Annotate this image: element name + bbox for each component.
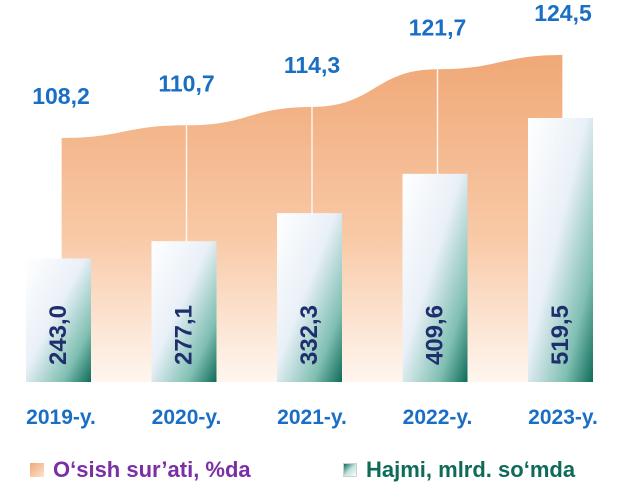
volume-value-label: 332,3	[296, 305, 323, 365]
volume-bar	[26, 258, 91, 382]
volume-value-label: 409,6	[422, 305, 449, 365]
x-tick-label: 2023-y.	[528, 406, 598, 429]
volume-bar	[151, 241, 217, 382]
volume-value-label: 243,0	[45, 305, 72, 365]
growth-value-label: 121,7	[409, 14, 467, 40]
growth-value-label: 124,5	[534, 0, 592, 26]
x-tick-label: 2022-y.	[403, 406, 473, 429]
growth-value-label: 114,3	[284, 52, 340, 78]
x-tick-label: 2020-y.	[152, 406, 222, 429]
volume-value-label: 519,5	[547, 305, 574, 365]
legend-label-volume: Hajmi, mlrd. so‘mda	[366, 457, 576, 482]
legend-swatch-growth	[30, 463, 44, 477]
x-tick-label: 2019-y.	[26, 406, 96, 429]
legend-label-growth: O‘sish sur’ati, %da	[53, 457, 251, 482]
legend-item-growth: O‘sish sur’ati, %da	[30, 452, 251, 488]
x-tick-label: 2021-y.	[277, 406, 347, 429]
growth-value-label: 110,7	[158, 70, 214, 96]
growth-value-label: 108,2	[32, 83, 90, 109]
legend-swatch-volume	[343, 463, 357, 477]
volume-bar	[528, 118, 593, 382]
legend-item-volume: Hajmi, mlrd. so‘mda	[343, 452, 575, 488]
volume-bar	[277, 213, 342, 382]
volume-value-label: 277,1	[171, 305, 198, 365]
volume-bar	[402, 173, 468, 382]
